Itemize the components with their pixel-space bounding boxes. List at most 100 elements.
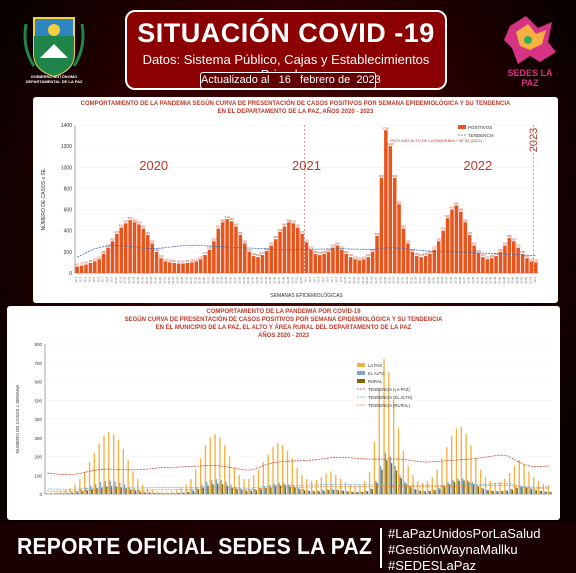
- bar-la-paz: [368, 471, 371, 494]
- bar-el-alto: [123, 484, 126, 494]
- x-tick-label: SE 30: [203, 276, 206, 283]
- bar: [388, 146, 393, 273]
- data-label: 150: [366, 253, 371, 257]
- bar-la-paz: [528, 471, 530, 494]
- x-tick-label: SE 45: [269, 276, 272, 283]
- data-label: 130: [361, 255, 366, 259]
- x-tick-label: SE 42: [485, 276, 488, 283]
- x-tick-label: SE 25: [181, 276, 184, 283]
- bar: [172, 262, 176, 273]
- hashtag: #SEDESLaPaz: [388, 558, 477, 573]
- legend-swatch: [357, 363, 365, 367]
- bar: [273, 239, 278, 273]
- bar-la-paz: [93, 452, 96, 494]
- bar-rural: [332, 489, 335, 494]
- bar-el-alto: [404, 481, 406, 494]
- bar-la-paz: [84, 471, 86, 494]
- bar: [410, 251, 415, 273]
- bar-la-paz: [141, 484, 144, 494]
- bar-rural: [231, 487, 233, 494]
- legend-swatch: [458, 125, 466, 129]
- x-tick-label: SE 51: [296, 276, 299, 283]
- data-label: 200: [247, 248, 252, 252]
- bar: [397, 204, 401, 273]
- bar-rural: [163, 493, 166, 494]
- bar-el-alto: [186, 491, 189, 494]
- bar-la-paz: [475, 458, 477, 494]
- bar-rural: [304, 490, 306, 494]
- data-label: 290: [304, 238, 309, 242]
- x-tick-label: SE 28: [194, 276, 197, 283]
- bar: [401, 228, 406, 273]
- bar-el-alto: [515, 486, 517, 494]
- bar: [123, 223, 128, 273]
- bar-el-alto: [292, 485, 295, 494]
- updated-date: Actualizado al 16 febrero de 2023: [200, 72, 381, 89]
- data-label: 600: [450, 206, 455, 210]
- bar: [291, 223, 296, 273]
- bar: [494, 256, 498, 273]
- bar: [247, 251, 251, 273]
- bar-el-alto: [104, 480, 107, 494]
- bar-la-paz: [479, 469, 482, 494]
- year-label: 2021: [292, 158, 321, 173]
- footer: [0, 522, 576, 573]
- bar-el-alto: [220, 479, 222, 494]
- bar-rural: [405, 483, 407, 494]
- y-tick-label: 1400: [61, 123, 72, 129]
- x-tick-label: SE 8: [106, 276, 109, 282]
- bar-rural: [492, 491, 494, 494]
- bar-la-paz: [50, 492, 52, 494]
- bar: [75, 266, 79, 273]
- bar-la-paz: [180, 488, 182, 494]
- bar-rural: [81, 491, 84, 494]
- legend-label: LA PAZ: [368, 363, 382, 368]
- x-tick-label: SE 25: [410, 276, 413, 283]
- x-tick-label: SE 48: [282, 276, 285, 283]
- bar-la-paz: [533, 477, 535, 494]
- x-tick-label: SE 29: [199, 276, 202, 283]
- data-label: 370: [114, 230, 119, 234]
- data-label: 110: [92, 257, 97, 261]
- peak-annotation: PICO MÁS ALTO DE LA PANDEMIA * SE 02 (20…: [390, 138, 482, 143]
- bar-el-alto: [143, 491, 145, 494]
- data-label: 180: [520, 250, 525, 254]
- bar: [463, 222, 468, 273]
- bar: [516, 247, 520, 273]
- bar-el-alto: [379, 465, 382, 494]
- bar-la-paz: [281, 445, 284, 494]
- bar: [467, 234, 472, 273]
- x-tick-label: SE 33: [216, 276, 219, 283]
- bar: [101, 253, 106, 273]
- data-label: 150: [480, 253, 485, 257]
- year-label: 2020: [139, 158, 168, 173]
- hashtag: #GestiónWaynaMallku: [388, 542, 518, 557]
- x-tick-label: SE 37: [463, 276, 466, 283]
- data-label: 300: [110, 237, 115, 241]
- x-tick-label: SE 37: [234, 276, 237, 283]
- x-tick-label: SE 15: [137, 276, 140, 283]
- bar-rural: [453, 482, 456, 494]
- x-tick-label: SE 9: [340, 276, 343, 282]
- bar-rural: [144, 492, 147, 494]
- bar-la-paz: [344, 482, 347, 494]
- bar-el-alto: [268, 485, 271, 494]
- bar-la-paz: [393, 400, 395, 494]
- data-label: 260: [502, 242, 507, 246]
- x-axis-label: SEMANAS EPIDEMIOLÓGICAS: [270, 292, 343, 299]
- bar-el-alto: [244, 489, 247, 494]
- bar: [362, 259, 366, 273]
- bar-el-alto: [534, 489, 536, 494]
- bar-la-paz: [146, 488, 149, 494]
- bar-la-paz: [349, 484, 351, 494]
- x-tick-label: SE 7: [102, 276, 105, 282]
- data-label: 420: [141, 225, 146, 229]
- x-tick-label: SE 35: [225, 276, 228, 283]
- bar: [503, 245, 507, 273]
- bar-rural: [506, 490, 509, 494]
- bar-el-alto: [317, 490, 319, 494]
- x-tick-label: SE 40: [247, 276, 250, 283]
- bar-rural: [197, 489, 200, 494]
- x-tick-label: SE 36: [459, 276, 462, 283]
- bar-el-alto: [350, 491, 353, 494]
